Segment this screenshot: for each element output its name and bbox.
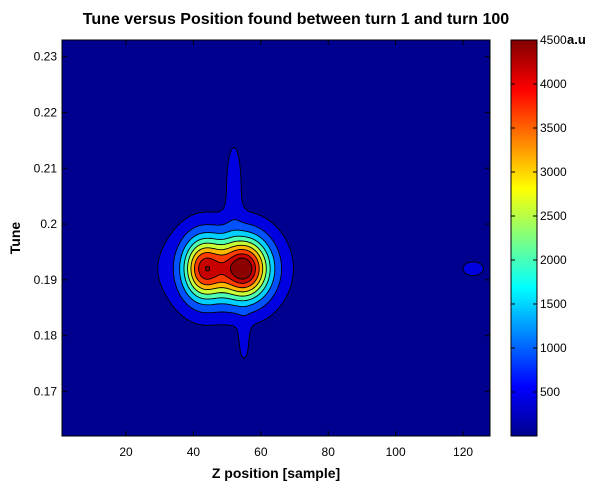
x-axis-label: Z position [sample] [212, 465, 340, 481]
x-tick-label: 100 [386, 445, 406, 459]
x-axis-ticks: 20 40 60 80 100 120 [119, 40, 473, 459]
colorbar-tick-label: 4500 [540, 33, 567, 47]
colorbar-tick-label: 500 [540, 385, 560, 399]
colorbar: 500 1000 1500 2000 2500 3000 3500 4000 4500 a.u [510, 32, 586, 437]
y-tick-label: 0.17 [34, 384, 58, 398]
colorbar-tick-label: 2000 [540, 253, 567, 267]
chart-title: Tune versus Position found between turn … [83, 11, 510, 28]
colorbar-unit-label: a.u [567, 32, 586, 47]
contour-band [229, 257, 253, 280]
y-tick-label: 0.22 [34, 106, 58, 120]
contour-band [462, 261, 484, 276]
colorbar-frame [510, 39, 538, 437]
contour-layer [157, 146, 484, 360]
y-axis-label: Tune [7, 222, 23, 255]
colorbar-ticks: 500 1000 1500 2000 2500 3000 3500 4000 4500 [511, 33, 567, 399]
colorbar-tick-label: 3000 [540, 165, 567, 179]
y-tick-label: 0.2 [40, 217, 57, 231]
y-axis-ticks: 0.17 0.18 0.19 0.2 0.21 0.22 0.23 [34, 50, 490, 398]
colorbar-gradient [511, 40, 537, 436]
x-tick-label: 40 [187, 445, 201, 459]
colorbar-tick-label: 2500 [540, 209, 567, 223]
x-tick-label: 20 [119, 445, 133, 459]
plot-area: 20 40 60 80 100 120 0.170.180.190.20.210.220.… [34, 39, 491, 459]
colorbar-tick-label: 3500 [540, 121, 567, 135]
x-tick-label: 60 [254, 445, 268, 459]
x-tick-label: 120 [453, 445, 473, 459]
y-tick-label: 0.23 [34, 50, 58, 64]
y-tick-label: 0.18 [34, 329, 58, 343]
colorbar-tick-label: 1500 [540, 297, 567, 311]
plot-frame [61, 39, 491, 437]
x-tick-label: 80 [322, 445, 336, 459]
y-tick-label: 0.21 [34, 161, 58, 175]
colorbar-tick-label: 4000 [540, 77, 567, 91]
colorbar-tick-label: 1000 [540, 341, 567, 355]
y-tick-label: 0.19 [34, 273, 58, 287]
contour-band [205, 265, 210, 272]
